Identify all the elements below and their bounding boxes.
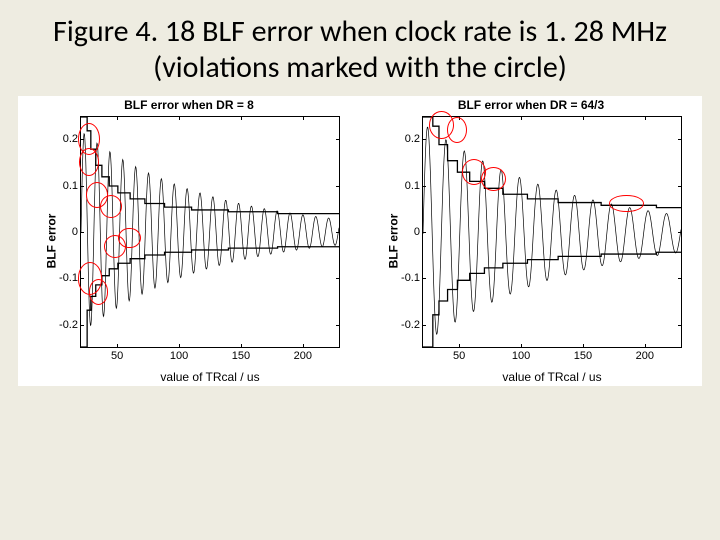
right-ytick-label: -0.1	[388, 272, 420, 284]
tick-mark	[241, 344, 242, 348]
tick-mark	[678, 232, 682, 233]
tick-mark	[336, 278, 340, 279]
right-xtick-label: 50	[453, 350, 465, 362]
tick-mark	[422, 325, 426, 326]
right-oscillation-curve	[423, 127, 681, 334]
right-xtick-label: 200	[636, 350, 654, 362]
right-panel: BLF error when DR = 64/3 BLF error value…	[360, 96, 702, 386]
tick-mark	[422, 139, 426, 140]
tick-mark	[678, 325, 682, 326]
figure-title: Figure 4. 18 BLF error when clock rate i…	[0, 0, 720, 96]
tick-mark	[179, 344, 180, 348]
tick-mark	[336, 186, 340, 187]
tick-mark	[80, 325, 84, 326]
left-ytick-label: 0	[46, 226, 78, 238]
tick-mark	[422, 278, 426, 279]
right-ytick-label: 0	[388, 226, 420, 238]
right-curves-svg	[423, 117, 681, 347]
tick-mark	[117, 344, 118, 348]
tick-mark	[678, 186, 682, 187]
tick-mark	[336, 232, 340, 233]
tick-mark	[336, 325, 340, 326]
left-ytick-label: 0.1	[46, 180, 78, 192]
tick-mark	[179, 116, 180, 120]
tick-mark	[645, 344, 646, 348]
tick-mark	[422, 232, 426, 233]
right-violation-circle	[481, 167, 506, 191]
tick-mark	[678, 139, 682, 140]
right-ytick-label: 0.2	[388, 133, 420, 145]
left-ytick-label: -0.1	[46, 272, 78, 284]
left-lower-envelope	[81, 247, 339, 347]
left-panel-title: BLF error when DR = 8	[18, 98, 360, 112]
right-xlabel: value of TRcal / us	[422, 370, 682, 384]
left-xtick-label: 150	[232, 350, 250, 362]
left-violation-circle	[79, 148, 99, 176]
left-xlabel: value of TRcal / us	[80, 370, 340, 384]
left-oscillation-curve	[81, 134, 339, 326]
tick-mark	[241, 116, 242, 120]
left-xtick-label: 50	[111, 350, 123, 362]
tick-mark	[303, 344, 304, 348]
tick-mark	[521, 116, 522, 120]
right-ytick-label: -0.2	[388, 319, 420, 331]
right-xtick-label: 150	[574, 350, 592, 362]
tick-mark	[80, 186, 84, 187]
right-panel-title: BLF error when DR = 64/3	[360, 98, 702, 112]
right-violation-circle	[447, 117, 467, 143]
tick-mark	[303, 116, 304, 120]
tick-mark	[459, 344, 460, 348]
tick-mark	[583, 116, 584, 120]
right-plot-area	[422, 116, 682, 348]
chart-container: BLF error when DR = 8 BLF error value of…	[18, 96, 702, 386]
tick-mark	[80, 232, 84, 233]
left-violation-circle	[118, 228, 140, 248]
tick-mark	[422, 186, 426, 187]
tick-mark	[645, 116, 646, 120]
right-ylabel: BLF error	[386, 214, 400, 269]
right-violation-circle	[609, 195, 644, 212]
left-ytick-label: -0.2	[46, 319, 78, 331]
right-ytick-label: 0.1	[388, 180, 420, 192]
tick-mark	[336, 139, 340, 140]
right-lower-envelope	[423, 252, 681, 347]
tick-mark	[678, 278, 682, 279]
left-ylabel: BLF error	[44, 214, 58, 269]
left-xtick-label: 200	[294, 350, 312, 362]
tick-mark	[117, 116, 118, 120]
tick-mark	[521, 344, 522, 348]
left-violation-circle	[100, 195, 122, 218]
left-ytick-label: 0.2	[46, 133, 78, 145]
left-xtick-label: 100	[170, 350, 188, 362]
right-xtick-label: 100	[512, 350, 530, 362]
tick-mark	[583, 344, 584, 348]
left-panel: BLF error when DR = 8 BLF error value of…	[18, 96, 360, 386]
